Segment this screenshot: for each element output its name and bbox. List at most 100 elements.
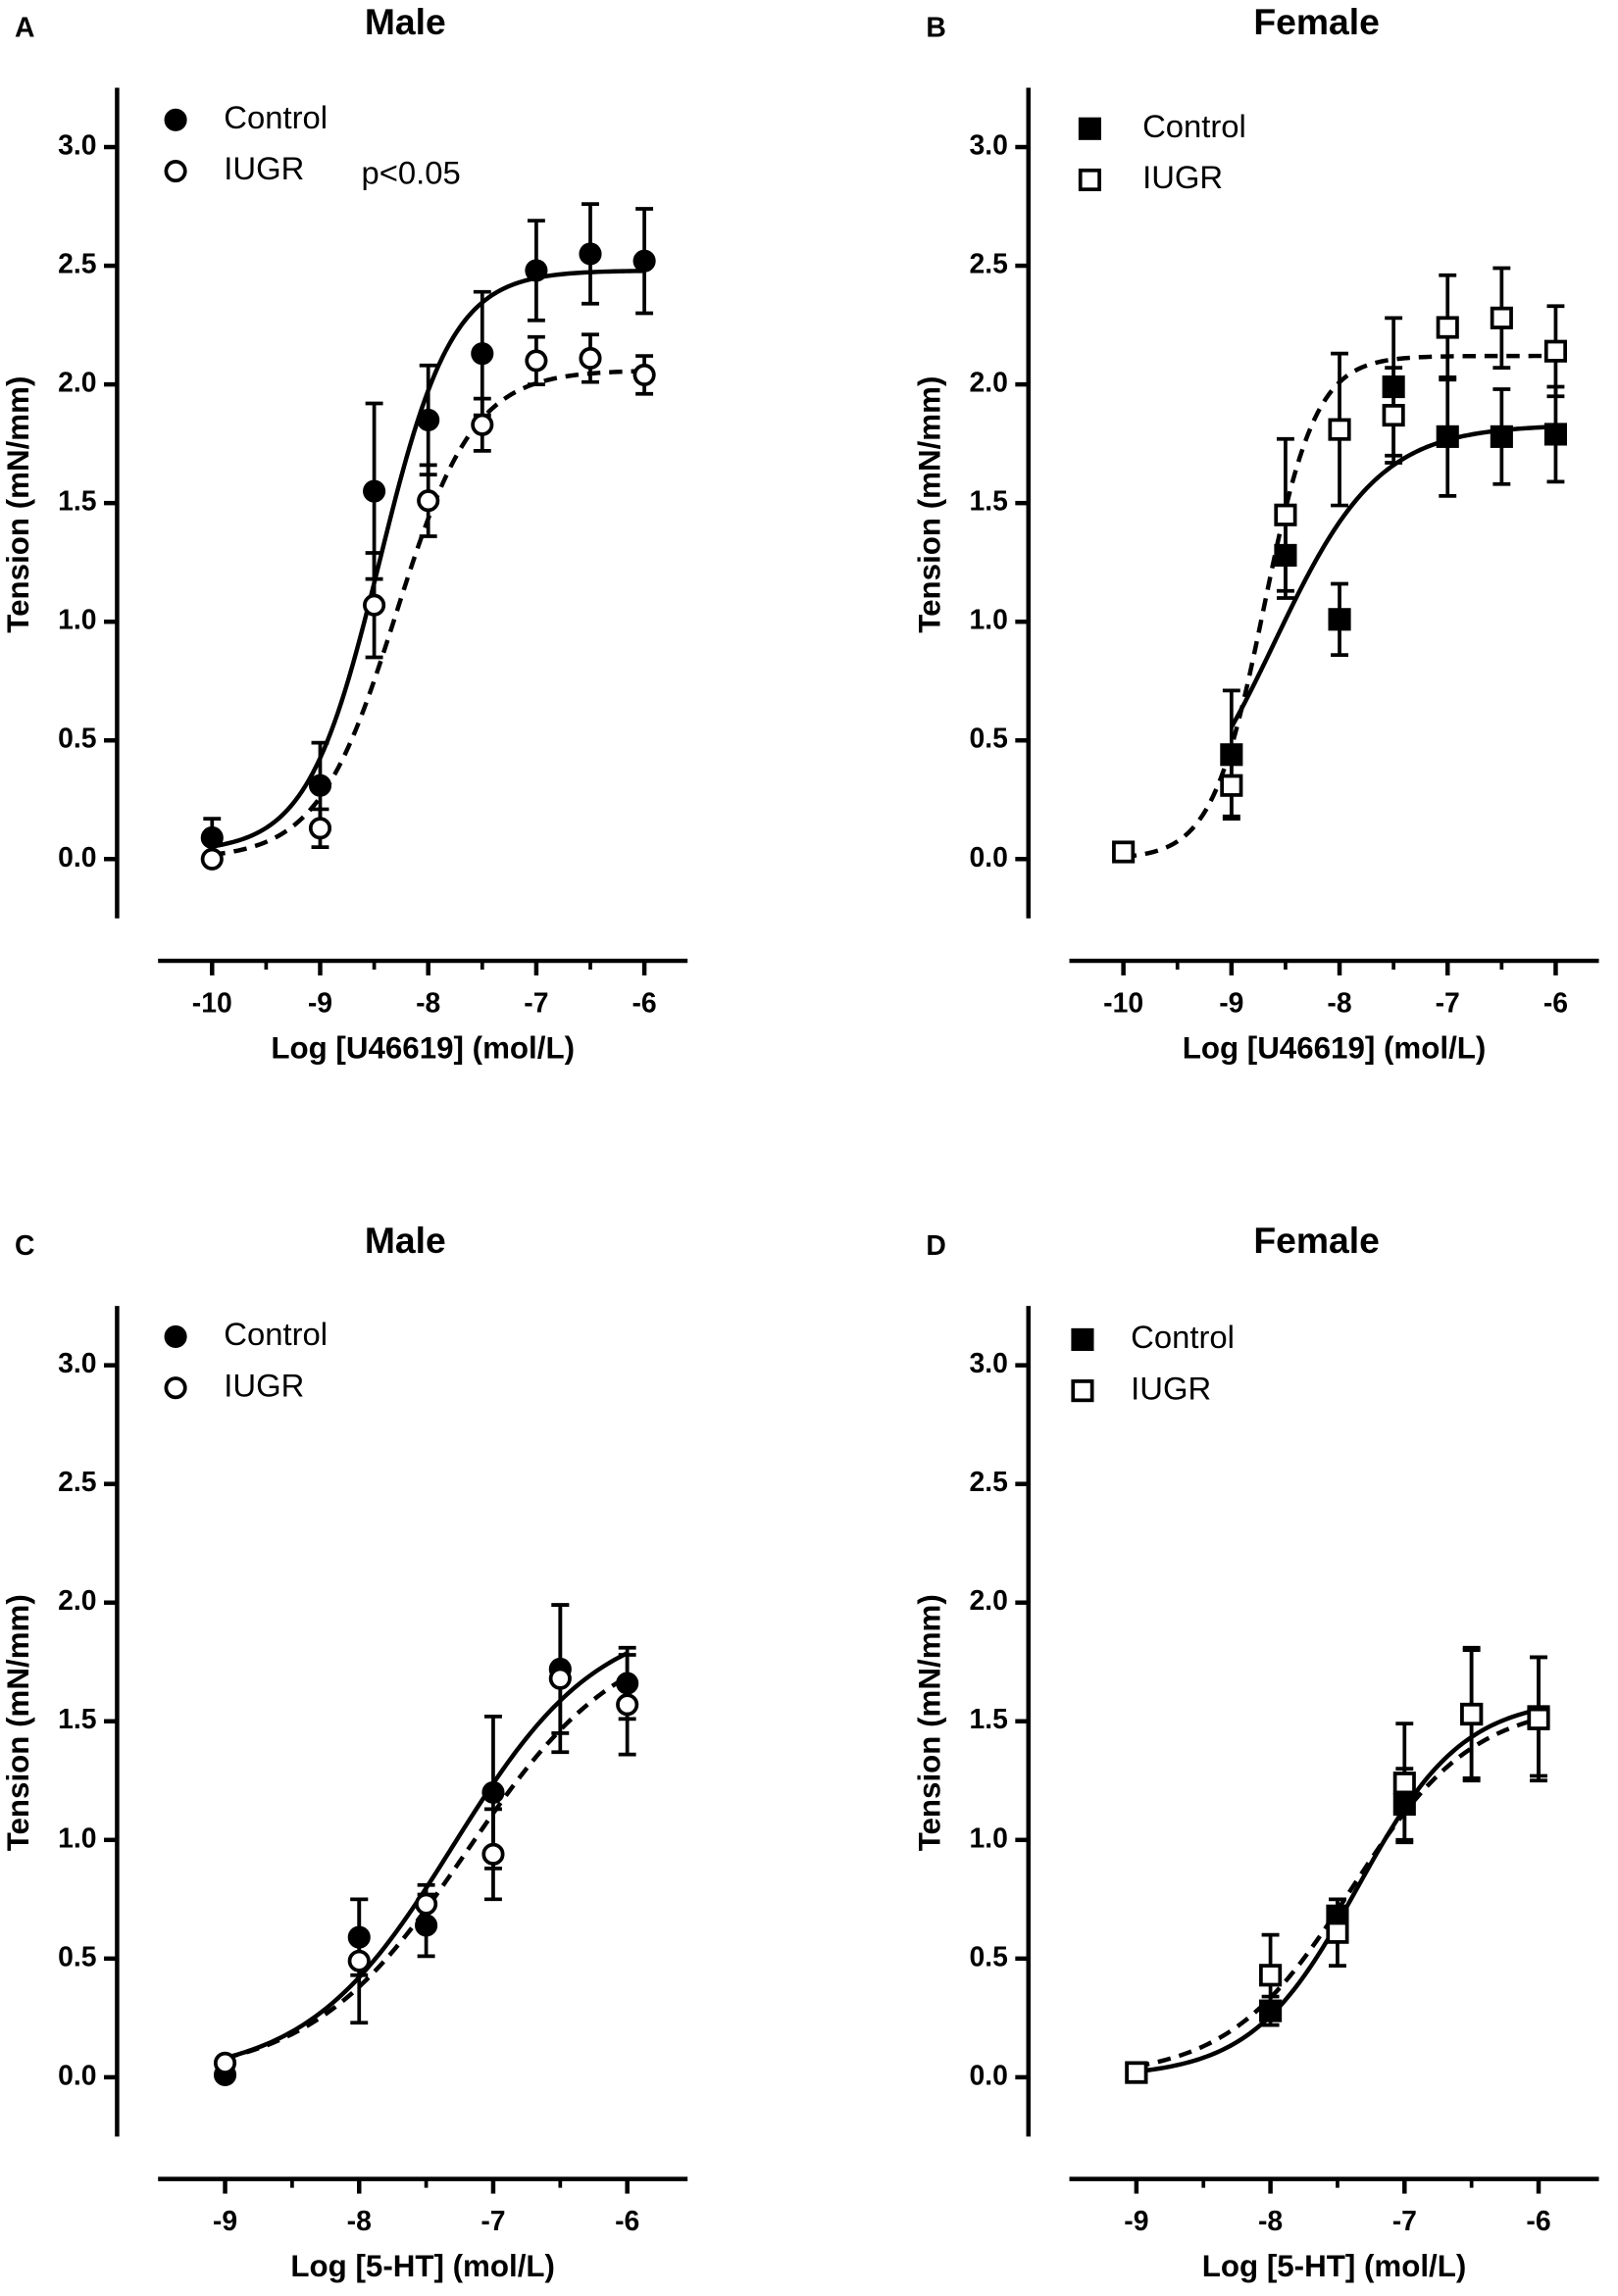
data-point xyxy=(1328,418,1351,441)
x-tick-label: -8 xyxy=(1327,987,1351,1019)
panel-letter: D xyxy=(926,1230,945,1262)
y-tick-label: 1.0 xyxy=(58,1822,96,1854)
x-tick-label: -9 xyxy=(213,2206,237,2237)
y-tick-label: 1.0 xyxy=(969,1822,1007,1854)
legend-label: IUGR xyxy=(1142,159,1223,195)
y-tick-label: 1.0 xyxy=(58,605,96,636)
y-tick-label: 2.0 xyxy=(969,1585,1007,1617)
y-axis-label: Tension (mN/mm) xyxy=(913,1594,947,1851)
x-axis-label: Log [5-HT] (mol/L) xyxy=(290,2249,555,2283)
data-point xyxy=(213,2051,237,2074)
data-point xyxy=(632,249,656,273)
legend-label: Control xyxy=(1131,1319,1235,1355)
data-point xyxy=(200,847,224,871)
data-point xyxy=(1259,1964,1283,1987)
x-tick-label: -6 xyxy=(615,2206,639,2237)
y-tick-label: 0.5 xyxy=(969,724,1007,755)
data-point xyxy=(1543,423,1568,446)
panel-letter: A xyxy=(15,12,34,43)
y-tick-label: 0.0 xyxy=(969,842,1007,873)
data-point xyxy=(1220,774,1243,797)
y-tick-label: 2.5 xyxy=(969,1467,1007,1498)
y-tick-label: 1.0 xyxy=(969,605,1007,636)
y-tick-label: 0.0 xyxy=(58,842,96,873)
panel-title: Female xyxy=(1253,1220,1379,1261)
data-point xyxy=(308,817,332,840)
y-tick-label: 3.0 xyxy=(58,1348,96,1379)
data-point xyxy=(1436,316,1459,339)
data-point xyxy=(632,363,656,386)
data-point xyxy=(415,1892,438,1916)
x-tick-label: -7 xyxy=(524,987,548,1019)
x-tick-label: -8 xyxy=(1258,2206,1283,2237)
y-axis-label: Tension (mN/mm) xyxy=(1,376,35,633)
data-point xyxy=(200,825,224,850)
x-tick-label: -7 xyxy=(1436,987,1460,1019)
legend-marker xyxy=(1071,1327,1094,1351)
data-point xyxy=(417,408,440,431)
legend-label: IUGR xyxy=(1131,1370,1211,1406)
data-point xyxy=(481,1842,505,1866)
y-tick-label: 0.0 xyxy=(58,2060,96,2091)
data-point xyxy=(1490,306,1513,329)
legend-label: IUGR xyxy=(224,150,304,186)
y-tick-label: 2.0 xyxy=(969,368,1007,399)
y-tick-label: 1.5 xyxy=(58,1704,96,1735)
x-tick-label: -6 xyxy=(1543,987,1568,1019)
data-point xyxy=(1436,424,1459,448)
legend-marker xyxy=(1078,168,1101,192)
y-tick-label: 2.0 xyxy=(58,368,96,399)
x-axis-label: Log [5-HT] (mol/L) xyxy=(1202,2249,1467,2283)
legend-label: Control xyxy=(224,99,328,135)
legend-marker xyxy=(164,1324,187,1348)
legend-label: Control xyxy=(224,1316,328,1352)
data-point xyxy=(1392,1772,1416,1795)
y-tick-label: 0.0 xyxy=(969,2060,1007,2091)
data-point xyxy=(1125,2061,1148,2084)
legend-marker xyxy=(164,108,187,131)
y-tick-label: 2.5 xyxy=(969,249,1007,280)
y-tick-label: 2.5 xyxy=(58,1467,96,1498)
data-point xyxy=(548,1667,572,1690)
panel-title: Male xyxy=(365,1220,446,1261)
y-tick-label: 0.5 xyxy=(58,724,96,755)
data-point xyxy=(471,342,494,366)
y-tick-label: 0.5 xyxy=(58,1941,96,1972)
x-tick-label: -8 xyxy=(347,2206,372,2237)
x-tick-label: -10 xyxy=(192,987,232,1019)
fit-curve xyxy=(1136,1717,1540,2069)
x-tick-label: -10 xyxy=(1103,987,1143,1019)
y-tick-label: 0.5 xyxy=(969,1941,1007,1972)
data-point xyxy=(579,242,602,266)
data-point xyxy=(525,259,548,282)
data-point xyxy=(1274,503,1297,526)
data-point xyxy=(1328,608,1351,631)
data-point xyxy=(1460,1702,1484,1726)
data-point xyxy=(1112,840,1136,864)
data-point xyxy=(525,349,548,373)
x-tick-label: -6 xyxy=(1526,2206,1550,2237)
x-tick-label: -6 xyxy=(632,987,657,1019)
data-point xyxy=(1527,1707,1550,1730)
y-tick-label: 3.0 xyxy=(58,130,96,162)
y-tick-label: 2.5 xyxy=(58,249,96,280)
data-point xyxy=(616,1693,639,1717)
y-tick-label: 1.5 xyxy=(969,486,1007,518)
y-tick-label: 1.5 xyxy=(58,486,96,518)
data-point xyxy=(363,479,386,503)
legend-marker xyxy=(1071,1379,1094,1403)
data-point xyxy=(1326,1921,1349,1944)
x-axis-label: Log [U46619] (mol/L) xyxy=(271,1030,575,1065)
data-point xyxy=(1543,339,1568,363)
y-tick-label: 3.0 xyxy=(969,1348,1007,1379)
legend-label: Control xyxy=(1142,108,1246,144)
x-axis-label: Log [U46619] (mol/L) xyxy=(1183,1030,1487,1065)
x-tick-label: -9 xyxy=(1124,2206,1148,2237)
y-axis-label: Tension (mN/mm) xyxy=(913,376,947,633)
fit-curve xyxy=(225,1674,629,2061)
y-tick-label: 1.5 xyxy=(969,1704,1007,1735)
x-tick-label: -7 xyxy=(480,2206,505,2237)
annotation: p<0.05 xyxy=(362,155,461,191)
